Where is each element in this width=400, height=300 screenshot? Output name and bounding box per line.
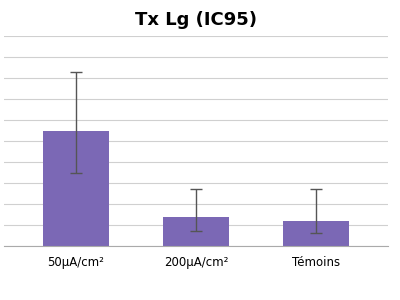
Bar [43,130,109,246]
Bar [283,221,349,246]
Title: Tx Lg (IC95): Tx Lg (IC95) [135,11,257,29]
Bar [163,217,229,246]
